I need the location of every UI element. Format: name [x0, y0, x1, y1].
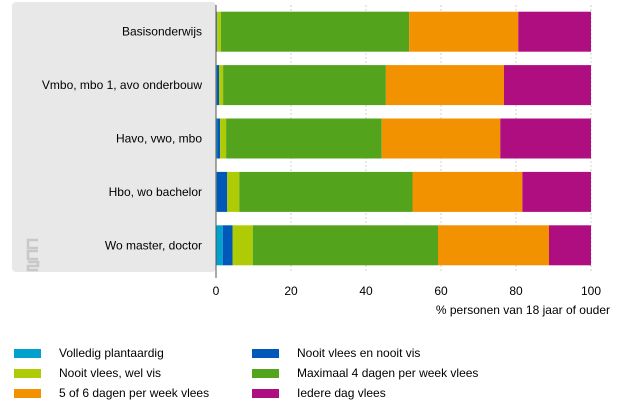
bar-segment — [409, 11, 519, 52]
bar-segment — [226, 118, 382, 159]
legend-item: 5 of 6 dagen per week vlees — [14, 385, 209, 401]
legend-item: Nooit vlees, wel vis — [14, 365, 161, 381]
legend-swatch — [14, 388, 41, 398]
legend-label: Maximaal 4 dagen per week vlees — [297, 366, 479, 380]
x-tick-label: 60 — [434, 284, 448, 298]
legend-label: Nooit vlees en nooit vis — [297, 346, 421, 360]
bar-segment — [504, 65, 591, 106]
x-axis-ticks: 0 20 40 60 80 100 — [213, 5, 601, 298]
bar-segment — [217, 11, 221, 52]
legend-item: Nooit vlees en nooit vis — [252, 345, 420, 361]
category-label: Hbo, wo bachelor — [109, 185, 202, 199]
bar-segment — [227, 171, 240, 212]
x-tick-label: 100 — [581, 284, 601, 298]
x-tick-label: 80 — [509, 284, 523, 298]
x-tick-label: 0 — [213, 284, 220, 298]
bar-segment — [518, 11, 591, 52]
legend-item: Iedere dag vlees — [252, 385, 386, 401]
legend-item: Volledig plantaardig — [14, 345, 164, 361]
legend-label: Volledig plantaardig — [59, 346, 164, 360]
bar-segment — [438, 225, 549, 266]
bar-segment — [500, 118, 591, 159]
legend: Volledig plantaardig Nooit vlees en nooit… — [0, 342, 622, 412]
x-axis-label: % personen van 18 jaar of ouder — [436, 303, 610, 317]
bar-segment — [385, 65, 504, 106]
category-panel — [12, 2, 216, 272]
category-labels: Basisonderwijs Vmbo, mbo 1, avo onderbouw… — [42, 25, 202, 253]
legend-swatch — [14, 368, 41, 378]
bar-segment — [549, 225, 591, 266]
bar-segment — [219, 65, 224, 106]
legend-swatch — [252, 388, 279, 398]
bar-segment — [220, 118, 227, 159]
bar-segment — [412, 171, 523, 212]
legend-label: Nooit vlees, wel vis — [59, 366, 162, 380]
category-label: Havo, vwo, mbo — [116, 132, 202, 146]
bar-segment — [216, 225, 223, 266]
bar-segment — [223, 65, 386, 106]
bar-segment — [216, 171, 228, 212]
x-tick-label: 20 — [284, 284, 298, 298]
legend-item: Maximaal 4 dagen per week vlees — [252, 365, 478, 381]
bar-segment — [232, 225, 253, 266]
bar-segment — [216, 65, 219, 106]
category-label: Wo master, doctor — [105, 238, 202, 252]
bar-segment — [217, 118, 221, 159]
bar-segment — [522, 171, 591, 212]
bar-segment — [381, 118, 501, 159]
category-label: Basisonderwijs — [122, 25, 202, 39]
stacked-bar-chart: Basisonderwijs Vmbo, mbo 1, avo onderbouw… — [12, 2, 610, 317]
legend-label: Iedere dag vlees — [297, 386, 386, 400]
legend-label: 5 of 6 dagen per week vlees — [59, 386, 210, 400]
bar-segment — [216, 118, 218, 159]
bar-segment — [239, 171, 413, 212]
bar-segment — [252, 225, 438, 266]
legend-swatch — [14, 348, 41, 358]
bar-segment — [222, 225, 233, 266]
bars — [216, 11, 591, 266]
cbs-logo-icon — [26, 238, 40, 272]
legend-swatch — [252, 348, 279, 358]
category-label: Vmbo, mbo 1, avo onderbouw — [42, 78, 202, 92]
legend-swatch — [252, 368, 279, 378]
x-tick-label: 40 — [359, 284, 373, 298]
bar-segment — [220, 11, 410, 52]
